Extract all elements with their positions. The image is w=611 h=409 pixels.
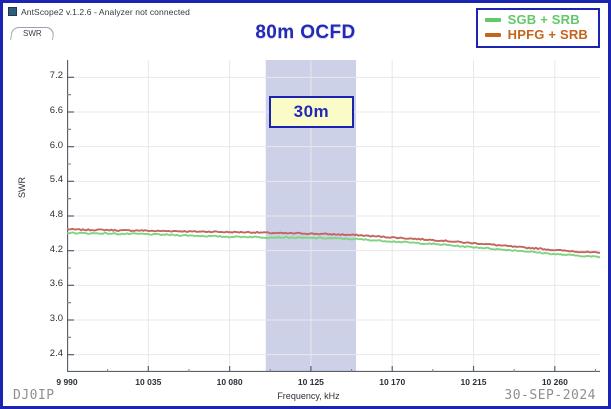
band-annotation-label: 30m xyxy=(293,102,330,121)
y-tick-label: 3.6 xyxy=(49,278,63,290)
x-tick-label: 10 035 xyxy=(135,377,162,387)
legend-label: HPFG + SRB xyxy=(507,26,588,42)
x-tick-label: 10 125 xyxy=(297,377,324,387)
y-tick-label: 5.4 xyxy=(49,174,63,186)
x-tick-label: 10 260 xyxy=(541,377,568,387)
y-tick-label: 4.8 xyxy=(49,209,63,220)
y-axis-tick-labels: 2.4 3.0 3.6 4.2 4.8 5.4 6.0 6.6 7.2 xyxy=(33,3,63,406)
x-axis-tick-labels: 9 990 10 035 10 080 10 125 10 170 10 215 10 26… xyxy=(3,3,608,406)
x-tick-label: 10 080 xyxy=(216,377,243,387)
legend-label: SGB + SRB xyxy=(507,12,580,27)
plot-series xyxy=(67,227,600,259)
window-titlebar: AntScope2 v.1.2.6 - Analyzer not connect… xyxy=(3,3,608,20)
y-tick-label: 7.2 xyxy=(49,70,63,82)
y-tick-label: 6.0 xyxy=(49,139,63,151)
y-tick-label: 2.4 xyxy=(49,347,63,359)
date-label: 30-SEP-2024 xyxy=(504,388,596,403)
x-tick-label: 10 170 xyxy=(379,377,406,387)
y-tick-label: 3.0 xyxy=(49,313,63,324)
y-tick-label: 4.2 xyxy=(49,243,63,255)
plot-axes xyxy=(67,60,600,372)
x-tick-label: 10 215 xyxy=(460,377,487,387)
x-axis-title: Frequency, kHz xyxy=(277,391,340,401)
window-title: AntScope2 v.1.2.6 - Analyzer not connect… xyxy=(21,6,190,17)
legend-item-sgb[interactable]: SGB + SRB xyxy=(484,12,588,28)
legend-swatch-icon xyxy=(484,18,501,23)
chart-legend: SGB + SRB HPFG + SRB xyxy=(475,8,600,49)
callsign-label: DJ0IP xyxy=(13,388,55,403)
legend-item-hpfg[interactable]: HPFG + SRB xyxy=(484,26,588,43)
y-tick-label: 6.6 xyxy=(49,105,63,116)
chart-title: 80m OCFD xyxy=(255,22,356,43)
legend-swatch-icon xyxy=(484,32,501,37)
band-annotation-box: 30m xyxy=(268,96,354,128)
app-icon xyxy=(8,7,17,16)
x-tick-label: 9 990 xyxy=(56,377,78,387)
